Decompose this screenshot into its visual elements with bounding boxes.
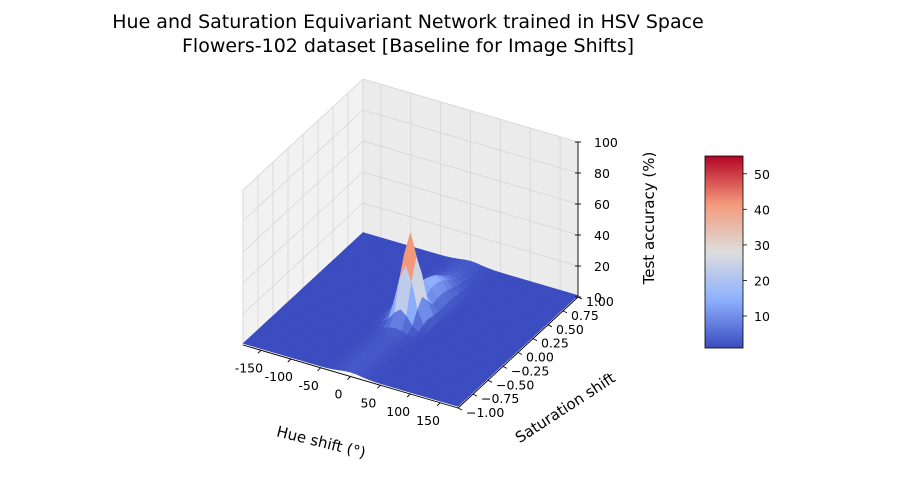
surface-facet	[451, 399, 464, 407]
y-tick-label: 0.75	[571, 308, 599, 323]
colorbar-tick-label: 40	[754, 202, 770, 217]
colorbar-ticks: 10 20 30 40 50	[743, 167, 770, 324]
z-tick-label: 80	[594, 166, 610, 181]
x-tick-label: -100	[265, 369, 293, 384]
y-tick-label: −0.50	[496, 377, 534, 392]
z-axis-label: Test accuracy (%)	[640, 152, 658, 286]
x-tick-mark	[377, 384, 381, 389]
x-tick-label: -50	[298, 378, 318, 393]
y-tick-mark	[502, 365, 508, 369]
gridline-z-left	[242, 109, 364, 222]
gridline-z-left	[242, 140, 364, 253]
y-tick-label: −1.00	[466, 405, 504, 420]
y-tick-label: 1.00	[586, 294, 614, 309]
x-tick-label: 150	[416, 413, 440, 428]
gridline-z-left	[242, 78, 364, 191]
colorbar	[704, 155, 744, 349]
x-tick-label: 0	[335, 387, 343, 402]
z-tick-label: 100	[594, 135, 618, 150]
x-axis-label: Hue shift (°)	[275, 422, 368, 462]
x-tick-mark	[436, 402, 441, 407]
y-tick-mark	[487, 379, 493, 383]
z-tick-label: 40	[594, 228, 610, 243]
colorbar-tick-label: 10	[754, 309, 770, 324]
gridline-z-back	[362, 171, 579, 236]
x-tick-label: 100	[386, 404, 410, 419]
y-tick-label: −0.25	[511, 363, 549, 378]
x-tick-label: 50	[360, 395, 376, 410]
z-tick-label: 0	[594, 290, 602, 305]
x-tick-mark	[406, 393, 411, 398]
axes-ticks: -150-100 -50 0 50 100 150 −1.00−0.75−0.50−0.25…	[235, 135, 618, 428]
y-tick-mark	[532, 338, 538, 342]
y-tick-label: 0.00	[526, 350, 554, 365]
gridline-z-left	[242, 171, 364, 284]
y-tick-mark	[547, 324, 553, 328]
gridline-z-back	[362, 109, 579, 174]
colorbar-tick-label: 30	[754, 238, 770, 253]
x-tick-mark	[347, 376, 351, 380]
colorbar-tick-label: 20	[754, 273, 770, 288]
y-tick-label: 0.25	[541, 336, 569, 351]
gridline-z-back	[362, 202, 579, 267]
chart-title-line1: Hue and Saturation Equivariant Network t…	[112, 11, 704, 33]
y-tick-mark	[472, 393, 478, 397]
z-tick-label: 20	[594, 259, 610, 274]
y-tick-mark	[517, 352, 523, 355]
x-tick-label: -150	[235, 360, 263, 375]
y-tick-label: −0.75	[481, 391, 519, 406]
gridline-z-back	[362, 140, 579, 205]
y-tick-label: 0.50	[556, 322, 584, 337]
y-tick-mark	[562, 310, 568, 314]
x-tick-mark	[257, 349, 262, 354]
chart-title-line2: Flowers-102 dataset [Baseline for Image …	[182, 35, 634, 57]
surface-plot	[242, 232, 579, 407]
colorbar-tick-label: 50	[754, 167, 770, 182]
x-tick-mark	[317, 367, 321, 372]
gridline-z-back	[362, 78, 579, 143]
z-tick-label: 60	[594, 197, 610, 212]
gridline-z-left	[242, 202, 364, 315]
x-tick-mark	[287, 358, 292, 363]
y-tick-mark	[457, 407, 463, 411]
